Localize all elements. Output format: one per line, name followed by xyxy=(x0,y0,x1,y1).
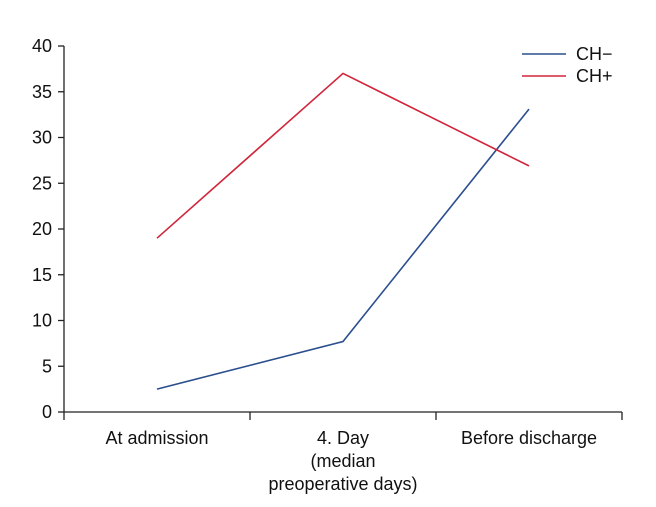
x-category-label: 4. Day xyxy=(317,428,369,448)
x-category-label: preoperative days) xyxy=(268,474,417,494)
y-tick-label: 30 xyxy=(32,128,52,148)
y-tick-label: 10 xyxy=(32,311,52,331)
y-tick-label: 15 xyxy=(32,265,52,285)
x-axis: At admission 4. Day (median preoperative da… xyxy=(63,411,623,494)
x-category-label: At admission xyxy=(105,428,208,448)
series-layer xyxy=(156,72,530,390)
y-axis: 0 5 10 15 20 25 30 35 40 xyxy=(32,36,65,422)
series-line-1 xyxy=(156,108,530,390)
y-tick-label: 20 xyxy=(32,219,52,239)
x-category-label: (median xyxy=(310,451,375,471)
y-tick-label: 35 xyxy=(32,82,52,102)
legend-label-1: CH− xyxy=(576,44,613,64)
y-tick-label: 5 xyxy=(42,356,52,376)
legend-label-2: CH+ xyxy=(576,66,613,86)
y-tick-label: 0 xyxy=(42,402,52,422)
y-tick-label: 25 xyxy=(32,173,52,193)
series-line-2 xyxy=(156,72,530,239)
x-category-label: Before discharge xyxy=(461,428,597,448)
legend: CH−CH+ xyxy=(522,44,613,86)
y-tick-label: 40 xyxy=(32,36,52,56)
